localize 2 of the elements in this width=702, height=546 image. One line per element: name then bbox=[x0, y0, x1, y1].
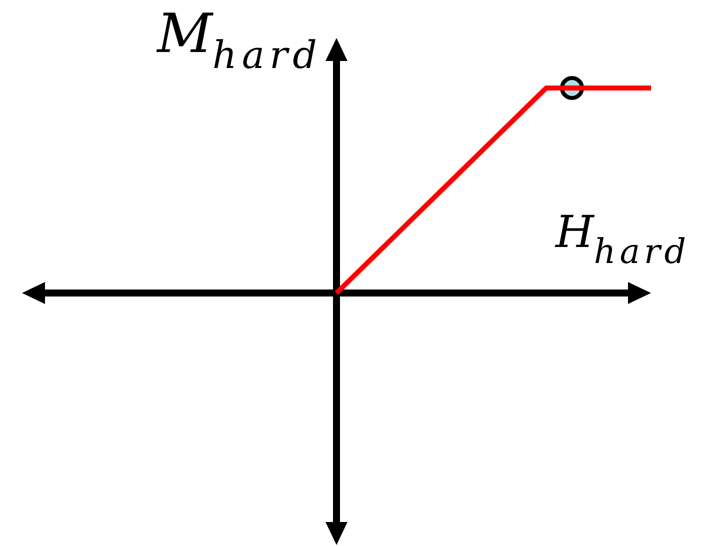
y-axis-title: M$_{hard}$ bbox=[156, 2, 322, 77]
x-axis-title: H$_{hard}$ bbox=[554, 207, 690, 272]
